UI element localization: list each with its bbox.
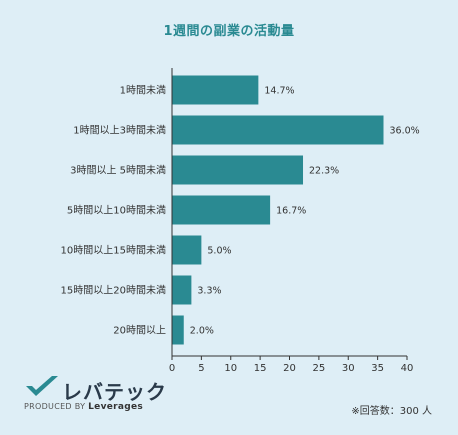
- value-label-0: 14.7%: [264, 86, 294, 97]
- value-label-5: 3.3%: [197, 286, 221, 297]
- bar-4: [172, 235, 202, 265]
- brand-sub-prefix: PRODUCED BY: [24, 402, 86, 411]
- x-tick-label-8: 40: [401, 363, 414, 372]
- bar-1: [172, 115, 384, 145]
- x-tick-label-5: 25: [313, 363, 326, 372]
- brand-logo: レバテック PRODUCED BY Leverages: [22, 374, 172, 414]
- value-label-3: 16.7%: [276, 206, 306, 217]
- chart-title: 1週間の副業の活動量: [163, 24, 295, 39]
- bar-chart: 1時間未満 14.7% 1時間以上3時間未満 36.0% 3時間以上 5時間未満 22.3…: [61, 68, 420, 372]
- x-tick-label-1: 5: [198, 363, 204, 372]
- response-count-note: ※回答数：300 人: [351, 406, 432, 417]
- bar-0: [172, 75, 259, 105]
- x-tick-label-6: 30: [342, 363, 355, 372]
- category-label-2: 3時間以上 5時間未満: [70, 165, 166, 177]
- brand-sub-name: Leverages: [88, 402, 144, 412]
- bar-5: [172, 275, 192, 305]
- bar-2: [172, 155, 304, 185]
- x-tick-label-4: 20: [283, 363, 296, 372]
- category-label-4: 10時間以上15時間未満: [61, 245, 166, 257]
- brand-subtitle: PRODUCED BY Leverages: [24, 402, 143, 412]
- x-tick-label-7: 35: [371, 363, 384, 372]
- bar-6: [172, 315, 184, 345]
- value-label-4: 5.0%: [207, 246, 231, 257]
- x-tick-label-3: 15: [254, 363, 267, 372]
- value-label-2: 22.3%: [309, 166, 339, 177]
- category-label-1: 1時間以上3時間未満: [73, 125, 166, 137]
- bar-3: [172, 195, 271, 225]
- brand-name: レバテック: [62, 380, 167, 404]
- value-label-6: 2.0%: [190, 326, 214, 337]
- category-label-3: 5時間以上10時間未満: [67, 205, 166, 217]
- check-mark-icon: [26, 376, 58, 396]
- value-label-1: 36.0%: [390, 126, 420, 137]
- x-tick-label-0: 0: [169, 363, 175, 372]
- x-tick-label-2: 10: [224, 363, 237, 372]
- category-label-5: 15時間以上20時間未満: [61, 285, 166, 297]
- category-label-6: 20時間以上: [113, 325, 166, 337]
- category-label-0: 1時間未満: [120, 85, 166, 97]
